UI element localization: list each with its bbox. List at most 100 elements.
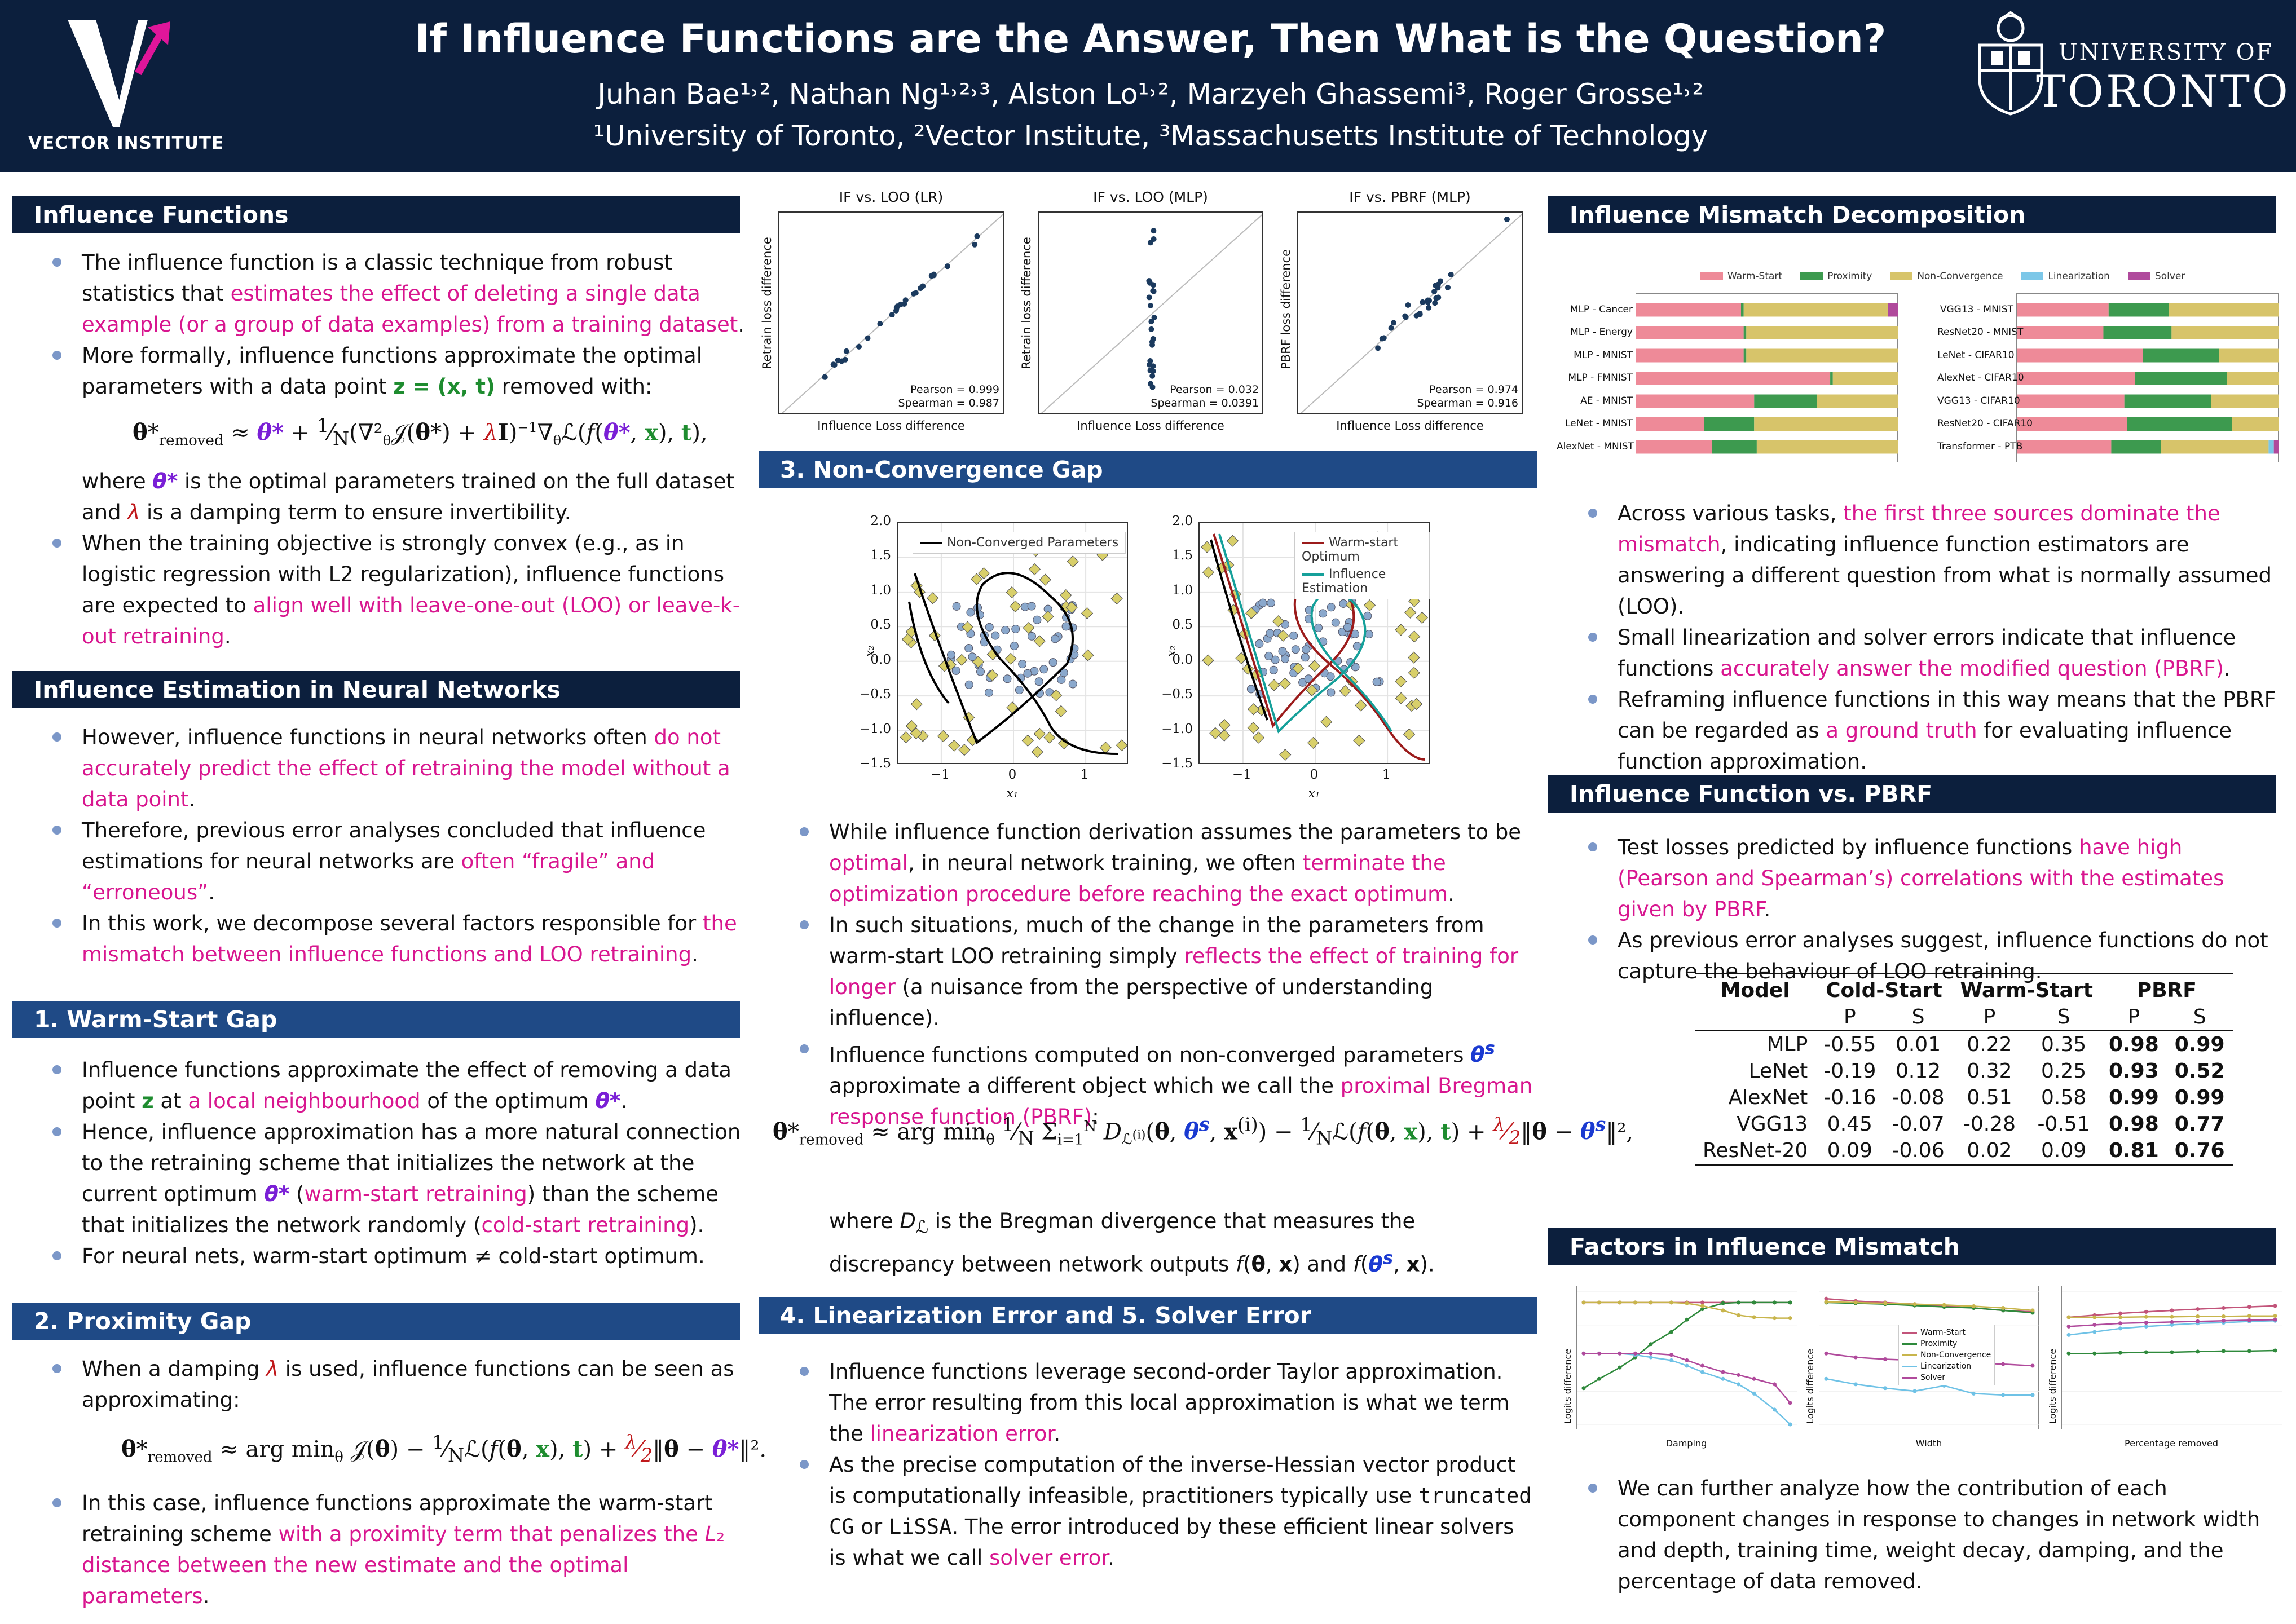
poster-authors: Juhan Bae¹˒², Nathan Ng¹˒²˒³, Alston Lo¹… [597,78,1704,111]
proximity-text: When a damping λ is used, influence func… [48,1353,747,1415]
stacked-bar-segment [2219,348,2279,363]
scatter-point [865,335,871,341]
data-point-class-a [1039,665,1048,674]
y-tick-label: 1.0 [1172,582,1193,598]
series-point [2030,1363,2035,1368]
data-point-class-a [1267,598,1276,607]
value-cell: -0.07 [1892,1113,1945,1136]
data-point-class-a [1018,660,1027,669]
proximity-text-2: In this case, influence functions approx… [48,1488,747,1612]
data-point-class-a [1304,674,1313,683]
stacked-bar-segment [2124,394,2211,408]
y-tick-label: 0.5 [870,617,891,633]
factor-lines [2062,1291,2282,1425]
series-point [2170,1322,2174,1327]
x-tick-label: 1 [1080,767,1089,782]
series-point [1597,1300,1602,1305]
series-point [2092,1351,2097,1356]
series-point [1824,1300,1828,1304]
series-point [2222,1318,2226,1323]
contour-plot-warm-start: Warm-start Optimum Influence Estimation … [1161,514,1430,800]
legend-item: Proximity [1800,271,1872,282]
data-point-class-a [1051,634,1060,643]
series-point [1649,1300,1653,1305]
model-cell: AlexNet [1728,1086,1808,1109]
y-tick-label: −1.0 [860,721,891,736]
scatter-point [1146,294,1152,301]
data-point-class-b [1403,728,1416,740]
data-point-class-a [1023,669,1032,678]
legend-item: Linearization [1902,1361,1991,1372]
scatter-point [1149,342,1156,348]
decision-boundary [914,572,1118,755]
series-point [2196,1314,2200,1318]
stacked-bar-segment [1756,440,1898,454]
value-cell: 0.35 [2041,1033,2087,1056]
y-tick-label: −1.5 [1161,756,1193,771]
stacked-bars [1636,303,1898,454]
scatter-point [1420,299,1426,305]
stacked-bar-segment [1636,326,1744,339]
section-if-vs-pbrf: Influence Function vs. PBRF [1548,775,2276,813]
series-point [1700,1370,1705,1374]
category-label: ResNet20 - CIFAR10 [1937,418,2033,429]
series-point [2170,1308,2174,1313]
stacked-bar-segment [1743,303,1888,317]
pbrf-equation: θ*removed ≈ arg minθ 1⁄N Σi=1N Dℒ(i)(θ, … [773,1114,1634,1149]
series-point [1737,1373,1740,1377]
data-point-class-a [964,644,973,653]
data-point-class-b [1028,563,1041,576]
stacked-bar-segment [2017,348,2143,363]
series-point [1737,1382,1740,1387]
data-point-class-b [910,727,923,740]
data-point-class-a [1255,639,1264,648]
value-cell: 0.22 [1967,1033,2012,1056]
category-label: LeNet - CIFAR10 [1937,349,2015,361]
series-point [1618,1351,1622,1356]
scatter-point [1504,217,1510,222]
scatter-point [843,348,849,354]
stacked-bar-segment [1636,417,1704,431]
data-point-class-a [1033,615,1042,624]
series-point [1752,1300,1756,1305]
scatter-point [1438,278,1444,284]
scatter-point [1432,300,1438,306]
stacked-bar-segment [2171,326,2279,339]
list-item: However, influence functions in neural n… [48,722,747,815]
series-point [1752,1315,1756,1320]
table-subheader: S [2166,1004,2233,1031]
x-axis-label: Damping [1665,1438,1707,1449]
y-axis-label: PBRF loss difference [1279,249,1293,369]
data-point-class-b [1272,615,1285,628]
decision-boundary [1210,539,1268,721]
series-point [1853,1355,1858,1360]
y-tick-label: 0.0 [870,652,891,667]
series-point [1788,1300,1792,1305]
plot-title: IF vs. LOO (MLP) [1093,189,1208,205]
stacked-bar-segment [2111,440,2161,454]
data-point-class-b [1116,739,1127,752]
model-cell: VGG13 [1737,1113,1808,1136]
data-point-class-b [1306,684,1318,696]
data-point-class-a [991,631,1000,640]
data-point-class-b [1202,654,1214,667]
data-point-class-b [1067,555,1079,568]
stacked-bar-segment [1636,372,1831,385]
series-point [2001,1393,2006,1397]
scatter-point [1388,325,1394,331]
stacked-bar-segment [1743,326,1747,339]
data-point-class-a [1291,645,1300,654]
series-point [1772,1300,1777,1305]
series-point [1912,1389,1917,1393]
series-point [2247,1349,2251,1353]
series-point [1853,1300,1858,1305]
series-point [1772,1407,1777,1412]
series-point [1700,1304,1705,1308]
data-point-class-b [905,720,918,732]
list-item: Across various tasks, the first three so… [1584,498,2277,622]
series-point [1883,1301,1888,1305]
decomposition-legend: Warm-Start Proximity Non-Convergence Linear… [1700,271,2185,282]
uoft-name-line2: TORONTO [2036,67,2290,117]
series-point [1721,1308,1725,1313]
list-item: Test losses predicted by influence funct… [1584,832,2277,925]
